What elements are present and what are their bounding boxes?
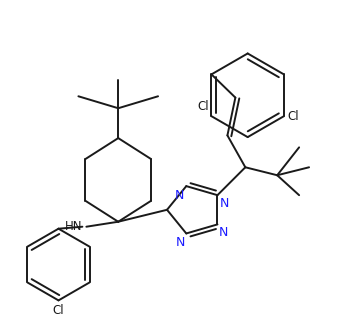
Text: Cl: Cl: [53, 304, 64, 317]
Text: Cl: Cl: [198, 100, 209, 113]
Text: HN: HN: [65, 220, 83, 233]
Text: N: N: [176, 236, 185, 250]
Text: N: N: [175, 189, 184, 202]
Text: N: N: [218, 226, 228, 240]
Text: N: N: [219, 197, 229, 210]
Text: Cl: Cl: [287, 110, 299, 123]
